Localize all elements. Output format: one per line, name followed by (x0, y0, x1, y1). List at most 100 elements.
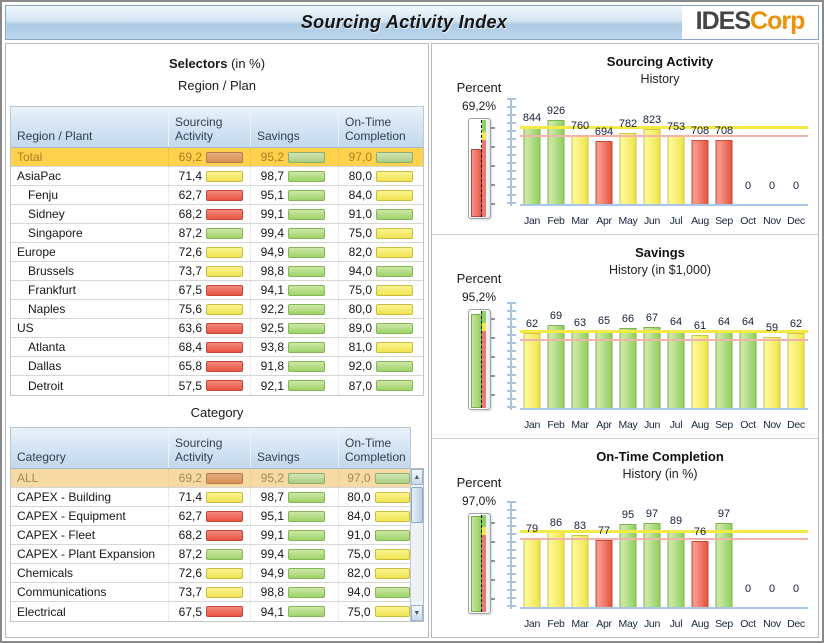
metric-value: 97,0 (347, 471, 371, 485)
table-row[interactable]: Fenju 62,7 95,1 84,0 (11, 186, 423, 205)
bar-value-label: 844 (522, 112, 542, 124)
region-plan-subtitle: Region / Plan (177, 78, 257, 93)
metric-cell: 94,9 (251, 243, 339, 261)
chart-bar (691, 541, 709, 607)
metric-cell: 75,0 (339, 602, 410, 621)
bar-slot: 694 (592, 106, 616, 204)
month-label: Nov (763, 215, 781, 227)
y-axis-ruler (507, 501, 516, 609)
table-row[interactable]: Singapore 87,2 99,4 75,0 (11, 224, 423, 243)
row-label: Naples (11, 300, 169, 318)
kpi-status-bar (376, 380, 413, 391)
table-row[interactable]: Electrical 67,5 94,1 75,0 (11, 602, 410, 621)
bar-slot: 83 (568, 509, 592, 607)
bar-value-label: 61 (693, 320, 707, 332)
table-row[interactable]: Sidney 68,2 99,1 91,0 (11, 205, 423, 224)
y-axis-ruler (507, 98, 516, 206)
month-axis: Jan Feb Mar Apr May Jun Jul Aug Sep Oct Nov Dec (520, 618, 808, 630)
bar-slot: 926 (544, 105, 568, 204)
kpi-status-bar (288, 510, 325, 522)
metric-value: 68,2 (178, 207, 202, 221)
bar-value-label: 62 (525, 318, 539, 330)
bar-slot: 0 (736, 106, 760, 204)
region-plant-table: Region / Plant Sourcing Activity Savings On… (10, 106, 424, 396)
kpi-status-bar (206, 170, 243, 182)
kpi-status-bar (206, 246, 243, 258)
metric-cell: 62,7 (169, 507, 251, 525)
month-label: Jun (643, 618, 661, 630)
table-row[interactable]: CAPEX - Fleet 68,2 99,1 91,0 (11, 526, 410, 545)
table-row[interactable]: ALL 69,2 95,2 97,0 (11, 469, 410, 488)
metric-value: 95,2 (260, 150, 284, 164)
table-row[interactable]: Chemicals 72,6 94,9 82,0 (11, 564, 410, 583)
gauge-value: 69,2% (461, 99, 497, 113)
kpi-status-bar (288, 303, 325, 315)
bar-slot: 0 (760, 509, 784, 607)
metric-cell: 93,8 (251, 338, 339, 356)
metric-cell: 99,1 (251, 205, 339, 223)
scroll-up-button[interactable]: ▲ (410, 469, 423, 485)
gauge-zone-yellow (481, 526, 486, 536)
table-row[interactable]: Europe 72,6 94,9 82,0 (11, 243, 423, 262)
category-table-scrollbar[interactable]: ▲ ▼ (410, 468, 424, 622)
table-row[interactable]: Total 69,2 95,2 97,0 (11, 148, 423, 167)
metric-cell: 98,7 (251, 167, 339, 185)
metric-cell: 75,0 (339, 281, 423, 299)
bar-slot: 86 (544, 509, 568, 607)
bar-slot: 97 (712, 508, 736, 607)
month-label: Sep (715, 618, 733, 630)
bar-value-label: 753 (666, 121, 686, 133)
metric-value: 99,4 (260, 226, 284, 240)
scrollbar-track[interactable] (410, 485, 423, 605)
kpi-status-bar (206, 586, 243, 598)
bar-value-label: 64 (717, 316, 731, 328)
metric-cell: 95,2 (251, 469, 339, 487)
table-row[interactable]: AsiaPac 71,4 98,7 80,0 (11, 167, 423, 186)
table-row[interactable]: Detroit 57,5 92,1 87,0 (11, 376, 423, 395)
table-row[interactable]: CAPEX - Plant Expansion 87,2 99,4 75,0 (11, 545, 410, 564)
table-row[interactable]: US 63,6 92,5 89,0 (11, 319, 423, 338)
table-row[interactable]: Naples 75,6 92,2 80,0 (11, 300, 423, 319)
bar-value-label: 64 (741, 316, 755, 328)
metric-value: 97,0 (348, 150, 372, 164)
company-logo: IDES Corp (682, 6, 818, 39)
chart-bar (763, 337, 781, 408)
scroll-down-button[interactable]: ▼ (410, 605, 423, 621)
table-row[interactable]: Frankfurt 67,5 94,1 75,0 (11, 281, 423, 300)
bar-slot: 760 (568, 106, 592, 204)
bar-slot: 66 (616, 310, 640, 408)
table-row[interactable]: Atlanta 68,4 93,8 81,0 (11, 338, 423, 357)
table-row[interactable]: Dallas 65,8 91,8 92,0 (11, 357, 423, 376)
table-row[interactable]: Communications 73,7 98,8 94,0 (11, 583, 410, 602)
table-row[interactable]: CAPEX - Equipment 62,7 95,1 84,0 (11, 507, 410, 526)
row-label: Brussels (11, 262, 169, 280)
month-label: Feb (547, 419, 565, 431)
scrollbar-thumb[interactable] (410, 487, 423, 523)
bar-zero-label: 0 (744, 180, 752, 192)
column-header: Savings (251, 107, 339, 147)
metric-value: 94,9 (260, 566, 284, 580)
kpi-status-bar (288, 227, 325, 239)
metric-value: 84,0 (348, 188, 372, 202)
metric-value: 87,0 (348, 378, 372, 393)
month-label: May (618, 618, 638, 630)
metric-cell: 80,0 (339, 488, 410, 506)
gauge-value: 95,2% (461, 290, 497, 304)
metric-value: 80,0 (347, 490, 371, 504)
bar-zero-label: 0 (768, 583, 776, 595)
metric-cell: 75,0 (339, 545, 410, 563)
bar-value-label: 708 (690, 125, 710, 137)
gauge-label: Percent (456, 80, 502, 95)
table-row[interactable]: Brussels 73,7 98,8 94,0 (11, 262, 423, 281)
gauge-zone-green (481, 311, 486, 323)
kpi-status-bar (288, 284, 325, 296)
month-label: Aug (691, 618, 709, 630)
gauge-tick-marks (490, 317, 495, 406)
table-row[interactable]: CAPEX - Building 71,4 98,7 80,0 (11, 488, 410, 507)
kpi-status-bar (376, 360, 413, 372)
month-label: Apr (596, 419, 612, 431)
bar-slot: 79 (520, 509, 544, 607)
metric-value: 94,0 (347, 585, 371, 599)
kpi-status-bar (376, 151, 413, 163)
metric-value: 99,4 (260, 547, 284, 561)
